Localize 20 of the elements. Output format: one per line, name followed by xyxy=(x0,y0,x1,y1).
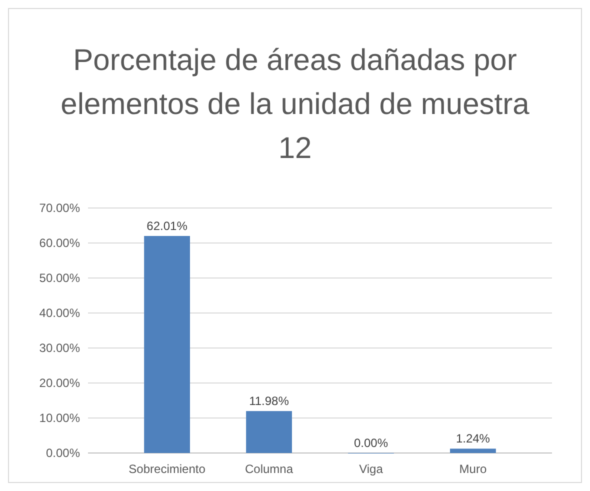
data-label: 11.98% xyxy=(249,394,290,408)
y-tick-label: 20.00% xyxy=(39,376,80,390)
chart-title: Porcentaje de áreas dañadas por elementos de la unidad de muestra 12 xyxy=(60,44,530,165)
bar xyxy=(144,236,190,453)
y-tick-label: 0.00% xyxy=(46,446,80,460)
bar xyxy=(450,448,496,453)
data-label: 62.01% xyxy=(146,218,188,233)
data-label: 0.00% xyxy=(354,436,388,450)
data-label: 1.24% xyxy=(456,432,490,446)
y-tick-label: 10.00% xyxy=(39,411,80,426)
y-tick-label: 40.00% xyxy=(39,306,80,320)
bar xyxy=(246,411,292,453)
y-tick-label: 30.00% xyxy=(39,341,80,356)
y-tick-label: 60.00% xyxy=(39,236,80,250)
x-tick-label: Sobrecimiento xyxy=(128,462,206,476)
x-tick-label: Columna xyxy=(244,462,294,476)
y-tick-label: 50.00% xyxy=(39,271,80,286)
x-tick-label: Viga xyxy=(359,462,384,476)
y-tick-label: 70.00% xyxy=(39,201,80,216)
x-tick-label: Muro xyxy=(459,462,487,476)
